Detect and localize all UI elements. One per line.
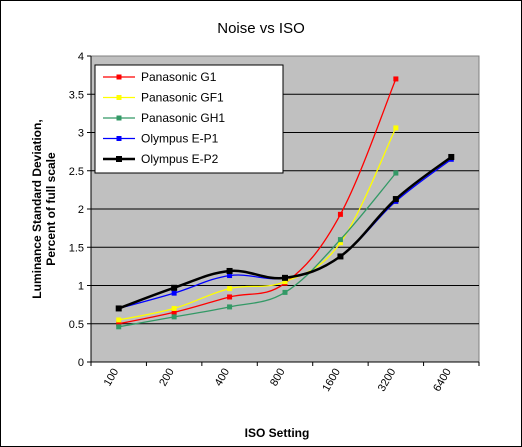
legend-swatch-marker xyxy=(116,136,122,141)
data-point xyxy=(227,304,233,310)
legend-label: Olympus E-P1 xyxy=(141,132,219,146)
legend-label: Olympus E-P2 xyxy=(141,152,219,166)
legend-label: Panasonic GH1 xyxy=(141,111,225,125)
data-point xyxy=(337,240,343,246)
data-point xyxy=(337,211,343,217)
data-point xyxy=(393,170,399,176)
legend-item-panasonic-gf1: Panasonic GF1 xyxy=(103,91,224,105)
y-axis-title-line-1: Luminance Standard Deviation, xyxy=(30,119,44,298)
data-point xyxy=(171,314,177,320)
series-panasonic-gh1 xyxy=(116,170,399,330)
legend-swatch-marker xyxy=(116,95,122,100)
data-point xyxy=(337,253,344,260)
data-point xyxy=(116,324,122,330)
data-point xyxy=(171,309,177,315)
data-point xyxy=(448,153,455,160)
legend-swatch-marker xyxy=(116,74,122,80)
y-tick-label: 3 xyxy=(78,128,84,140)
y-tick-label: 0 xyxy=(78,357,84,369)
x-axis-title: ISO Setting xyxy=(245,426,310,440)
y-axis-title-group: Luminance Standard Deviation, Percent of… xyxy=(30,119,58,298)
x-tick-label: 400 xyxy=(213,367,233,389)
data-point xyxy=(226,267,233,274)
legend-swatch-marker xyxy=(116,156,122,162)
data-point xyxy=(171,290,177,296)
data-point xyxy=(115,305,122,312)
y-tick-label: 3.5 xyxy=(69,89,84,101)
y-tick-label: 1.5 xyxy=(69,242,84,254)
y-axis-title-line-2: Percent of full scale xyxy=(44,152,58,266)
legend-item-olympus-e-p1: Olympus E-P1 xyxy=(103,132,219,146)
y-tick-label: 1 xyxy=(78,281,84,293)
data-point xyxy=(393,76,399,82)
legend-label: Panasonic GF1 xyxy=(141,91,224,105)
y-tick-label: 2 xyxy=(78,204,84,216)
legend-swatch-marker xyxy=(116,115,122,121)
data-point xyxy=(392,196,399,203)
legend-item-panasonic-gh1: Panasonic GH1 xyxy=(103,111,225,125)
chart-title: Noise vs ISO xyxy=(217,20,305,37)
series-panasonic-gf1 xyxy=(116,125,399,323)
data-point xyxy=(116,317,122,323)
data-point xyxy=(337,237,343,243)
legend-items: Panasonic G1 Panasonic GF1 Panasonic GH1 Ol… xyxy=(103,70,225,166)
x-tick-label: 3200 xyxy=(376,367,399,394)
x-tick-label: 1600 xyxy=(320,367,343,394)
data-point xyxy=(171,305,177,311)
x-tick-label: 200 xyxy=(157,367,177,389)
data-point xyxy=(282,279,288,285)
y-tick-label: 2.5 xyxy=(69,166,84,178)
data-point xyxy=(227,294,233,300)
legend-item-panasonic-g1: Panasonic G1 xyxy=(103,70,217,84)
data-point xyxy=(116,321,122,327)
data-point xyxy=(393,125,399,131)
data-point xyxy=(282,289,288,295)
data-point xyxy=(227,286,233,292)
series-olympus-e-p2 xyxy=(115,153,455,312)
legend-box xyxy=(94,64,284,174)
data-point xyxy=(227,273,233,279)
data-point xyxy=(171,284,178,291)
legend-label: Panasonic G1 xyxy=(141,70,217,84)
x-tick-label: 6400 xyxy=(431,367,454,394)
data-point xyxy=(282,274,288,281)
legend: Panasonic G1 Panasonic GF1 Panasonic GH1 Ol… xyxy=(94,64,284,174)
y-tick-label: 4 xyxy=(78,51,84,63)
series-group xyxy=(115,76,455,330)
x-tick-label: 800 xyxy=(268,367,288,389)
y-tick-label: 0.5 xyxy=(69,319,84,331)
legend-item-olympus-e-p2: Olympus E-P2 xyxy=(103,152,219,166)
x-tick-label: 100 xyxy=(102,367,122,389)
